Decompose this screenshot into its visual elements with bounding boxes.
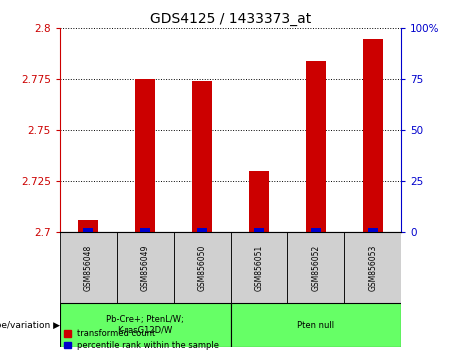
Bar [344, 232, 401, 303]
Bar [230, 232, 287, 303]
Bar [230, 303, 401, 347]
Text: Pten null: Pten null [297, 321, 334, 330]
Text: GSM856051: GSM856051 [254, 245, 263, 291]
Bar [311, 228, 321, 232]
Bar [140, 228, 150, 232]
Text: GSM856048: GSM856048 [84, 245, 93, 291]
Bar [60, 232, 117, 303]
Text: GSM856053: GSM856053 [368, 245, 377, 291]
Bar [368, 228, 378, 232]
Text: genotype/variation ▶: genotype/variation ▶ [0, 321, 60, 330]
Bar [254, 228, 264, 232]
Bar [249, 171, 269, 232]
Bar [306, 61, 326, 232]
Text: Pb-Cre+; PtenL/W;
K-rasG12D/W: Pb-Cre+; PtenL/W; K-rasG12D/W [106, 315, 184, 335]
Bar [363, 39, 383, 232]
Bar [174, 232, 230, 303]
Bar [135, 79, 155, 232]
Legend: transformed count, percentile rank within the sample: transformed count, percentile rank withi… [64, 329, 219, 350]
Bar [192, 81, 212, 232]
Bar [78, 220, 98, 232]
Bar [197, 228, 207, 232]
Text: GSM856052: GSM856052 [311, 245, 320, 291]
Bar [83, 228, 93, 232]
Text: GSM856050: GSM856050 [198, 245, 207, 291]
Bar [117, 232, 174, 303]
Bar [287, 232, 344, 303]
Bar [60, 303, 230, 347]
Text: GSM856049: GSM856049 [141, 245, 150, 291]
Title: GDS4125 / 1433373_at: GDS4125 / 1433373_at [150, 12, 311, 26]
